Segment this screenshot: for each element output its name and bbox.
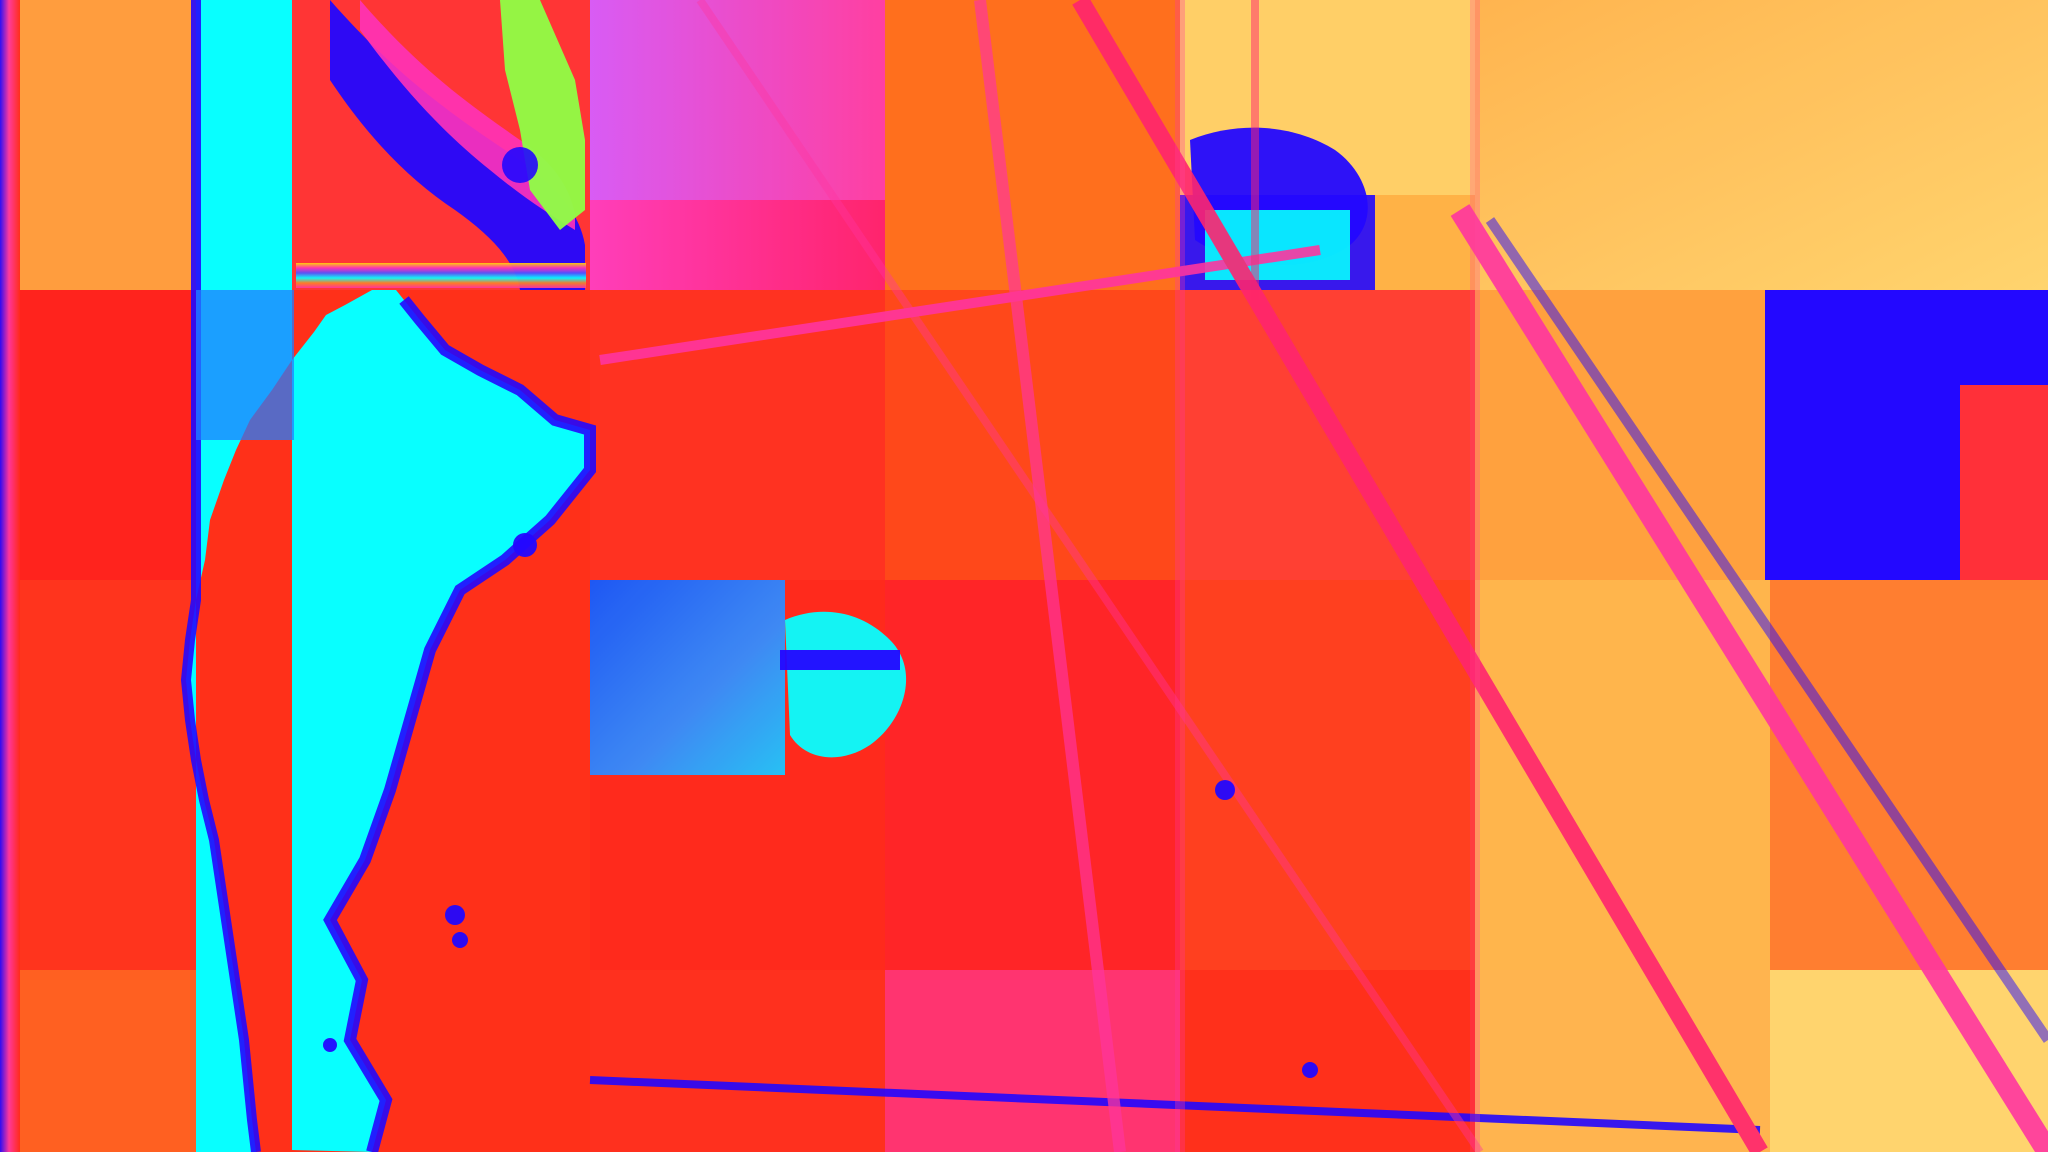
center-left-blue-tile	[590, 580, 785, 775]
diagonal-line-6	[974, 0, 1126, 1152]
tile-lower-red-2	[885, 580, 1180, 970]
diagonal-line-1	[599, 245, 1321, 365]
tile-bottom-left-orange	[0, 970, 200, 1152]
cyan-river-outline-left	[180, 0, 261, 1152]
left-edge-band	[0, 0, 20, 1152]
blue-patch-left	[196, 290, 294, 440]
tile-top-left-orange	[0, 0, 200, 290]
diagonal-line-7	[696, 0, 1484, 1152]
tile-lower-red-3	[1180, 580, 1475, 970]
blue-specks	[323, 533, 1318, 1078]
speck-5	[1215, 780, 1235, 800]
diagonal-lines-group	[589, 0, 2048, 1152]
speck-1	[513, 533, 537, 557]
diagonal-line-5	[1485, 217, 2048, 1043]
diagonal-line-4	[1450, 204, 2048, 1152]
diagonal-line-2	[589, 1076, 1761, 1134]
speck-2	[445, 905, 465, 925]
center-cyan-blob	[785, 611, 907, 758]
tile-bottom-red-2	[1180, 970, 1475, 1152]
top-left-blue-dot	[502, 147, 538, 183]
speck-3	[452, 932, 468, 948]
tile-left-lower-red	[0, 580, 200, 970]
right-red-inset	[1960, 385, 2048, 580]
center-blue-bar	[780, 650, 900, 670]
tile-top-orange	[885, 0, 1180, 290]
cyan-river-shape	[186, 0, 590, 1152]
tile-mid-orange	[1475, 290, 1770, 580]
tile-bottom-red-1	[590, 970, 885, 1152]
horizontal-glitch-stripes	[296, 263, 586, 288]
cyan-river-outline-right	[323, 296, 596, 1152]
tile-top-right-peach	[1475, 0, 2048, 290]
top-left-lime-shape	[500, 0, 585, 230]
tile-left-red	[0, 290, 200, 580]
speck-4	[323, 1038, 337, 1052]
tile-bottom-magenta-red	[885, 970, 1180, 1152]
diagonal-line-3	[1072, 0, 1768, 1152]
tile-top-violet	[590, 0, 885, 200]
speck-6	[1302, 1062, 1318, 1078]
